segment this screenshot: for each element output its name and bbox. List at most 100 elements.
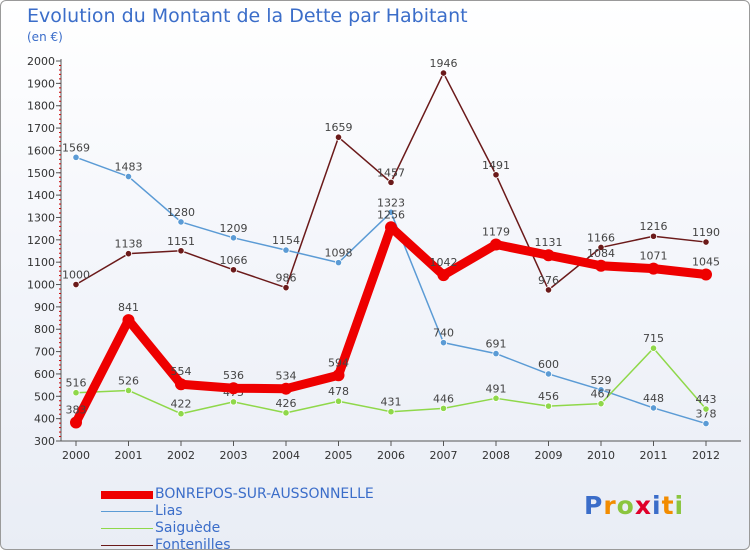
proxiti-logo: Proxiti [584, 491, 684, 520]
data-point [177, 410, 185, 418]
data-label: 841 [118, 301, 139, 314]
data-label: 456 [538, 390, 559, 403]
y-tick-label: 300 [34, 435, 55, 448]
data-point [492, 349, 500, 358]
legend-swatch [101, 544, 153, 547]
y-tick-label: 1800 [27, 100, 55, 113]
data-label: 1483 [115, 161, 143, 174]
data-point [544, 370, 553, 378]
chart-title: Evolution du Montant de la Dette par Hab… [27, 5, 468, 27]
data-label: 526 [118, 374, 139, 387]
data-point [647, 262, 660, 275]
y-tick-label: 1700 [27, 122, 55, 135]
data-point [542, 249, 555, 262]
data-point [70, 416, 82, 429]
data-label: 600 [538, 358, 559, 371]
data-point [334, 133, 343, 141]
y-tick-label: 1400 [27, 189, 55, 202]
data-point [597, 400, 605, 408]
y-tick-label: 1200 [27, 234, 55, 247]
x-tick-label: 2005 [325, 449, 353, 462]
legend-item: BONREPOS-SUR-AUSSONNELLE [101, 486, 374, 503]
data-point [124, 386, 133, 395]
data-point [227, 382, 240, 395]
data-point [124, 250, 133, 258]
data-point [229, 266, 238, 274]
y-tick-label: 1600 [27, 144, 55, 157]
data-point [702, 405, 710, 413]
data-point [439, 69, 448, 77]
x-tick-label: 2012 [692, 449, 720, 462]
x-tick-label: 2004 [272, 449, 300, 462]
logo-letter: o [616, 491, 635, 520]
data-label: 534 [276, 370, 297, 383]
x-tick-label: 2009 [535, 449, 563, 462]
data-label: 1190 [692, 226, 720, 239]
data-label: 1946 [430, 57, 458, 70]
data-label: 1131 [535, 236, 563, 249]
data-point [387, 208, 395, 216]
data-label: 1071 [640, 250, 668, 263]
logo-letter: P [584, 491, 604, 520]
data-label: 1280 [167, 206, 195, 219]
y-tick-label: 800 [34, 323, 55, 336]
x-tick-label: 2008 [482, 449, 510, 462]
data-point [124, 172, 133, 181]
x-tick-label: 2007 [430, 449, 458, 462]
data-label: 467 [591, 388, 612, 401]
data-point [282, 284, 290, 292]
data-point [702, 238, 710, 246]
data-label: 516 [66, 377, 87, 390]
data-label: 1457 [377, 166, 405, 179]
data-point [490, 238, 502, 251]
data-label: 536 [223, 369, 244, 382]
data-label: 1216 [640, 220, 668, 233]
data-label: 715 [643, 332, 664, 345]
data-point [597, 243, 605, 252]
x-tick-label: 2000 [62, 449, 90, 462]
data-point [649, 404, 658, 412]
y-tick-label: 1300 [27, 211, 55, 224]
data-point [439, 339, 448, 347]
data-label: 1151 [167, 235, 195, 248]
data-point [282, 409, 290, 417]
data-label: 1066 [220, 254, 248, 267]
x-tick-label: 2003 [220, 449, 248, 462]
y-tick-label: 700 [34, 346, 55, 359]
data-label: 478 [328, 385, 349, 398]
data-point [332, 369, 345, 382]
data-label: 383 [66, 403, 87, 416]
data-label: 448 [643, 392, 664, 405]
x-tick-label: 2010 [587, 449, 615, 462]
x-tick-label: 2006 [377, 449, 405, 462]
y-tick-label: 1000 [27, 279, 55, 292]
data-label: 1659 [325, 121, 353, 134]
data-point [387, 408, 395, 416]
logo-letter: t [661, 491, 675, 520]
data-point [597, 386, 605, 394]
data-label: 426 [276, 397, 297, 410]
data-label: 594 [328, 356, 349, 369]
data-point [229, 234, 238, 242]
data-label: 1209 [220, 222, 248, 235]
data-point [492, 171, 500, 179]
x-tick-label: 2002 [167, 449, 195, 462]
data-point [437, 269, 450, 282]
data-point [385, 221, 397, 234]
data-point [387, 178, 395, 186]
data-point [72, 389, 80, 397]
data-label: 443 [696, 393, 717, 406]
legend-swatch [101, 527, 153, 530]
legend-item: Fontenilles [101, 537, 374, 549]
data-label: 1084 [587, 247, 615, 260]
data-label: 691 [486, 338, 507, 351]
data-point [595, 259, 607, 272]
data-label: 422 [171, 398, 192, 411]
y-tick-label: 1100 [27, 256, 55, 269]
data-label: 1000 [62, 269, 90, 282]
data-point [700, 268, 712, 281]
data-point [175, 378, 187, 391]
legend: BONREPOS-SUR-AUSSONNELLE Lias Saiguède Font… [101, 486, 374, 549]
data-label: 378 [696, 408, 717, 421]
data-label: 1166 [587, 231, 615, 244]
